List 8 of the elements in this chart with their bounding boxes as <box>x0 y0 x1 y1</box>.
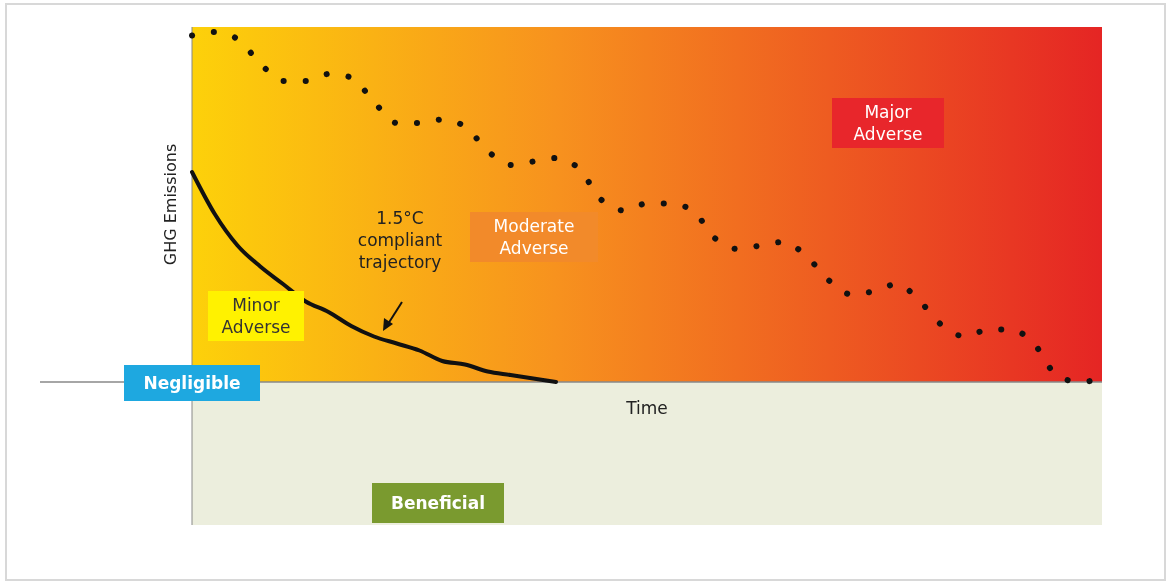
text: 1.5°C compliant trajectory <box>357 208 443 272</box>
annotation: Major Adverse <box>853 102 923 144</box>
text: Beneficial <box>391 493 485 513</box>
y-axis-title: GHG Emissions <box>161 143 180 266</box>
x-axis-title: Time <box>625 398 668 418</box>
annotation: Minor Adverse <box>221 295 291 337</box>
annotation: Moderate Adverse <box>493 216 575 258</box>
annotation: Negligible <box>143 373 241 393</box>
